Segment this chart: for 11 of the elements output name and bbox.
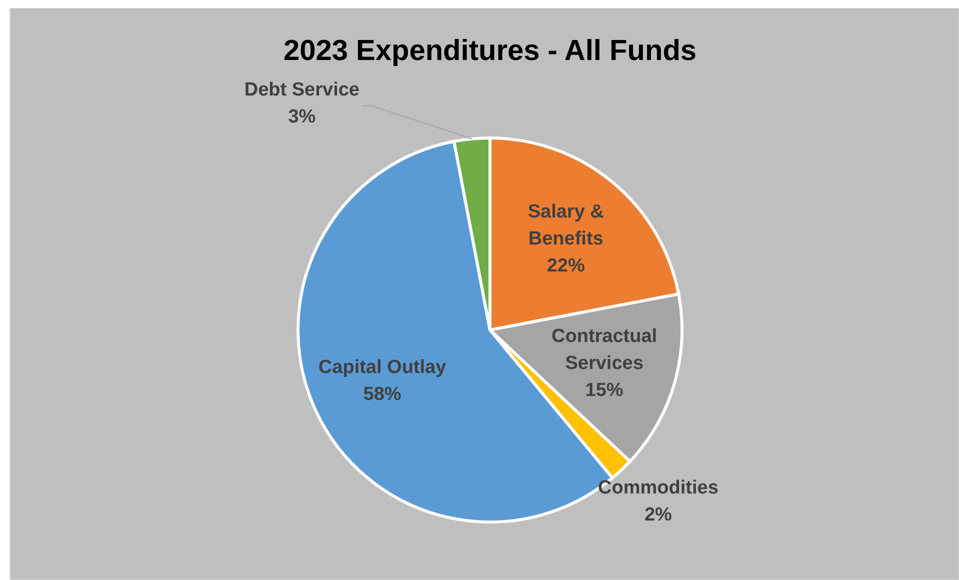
slice-label: Debt Service <box>244 79 360 100</box>
slice-label: Salary & Benefits <box>528 201 604 250</box>
slice-label: Commodities <box>598 477 718 498</box>
chart-title: 2023 Expenditures - All Funds <box>283 35 697 67</box>
data-label: 15% <box>585 380 624 402</box>
data-label: 22% <box>546 255 585 276</box>
slice-label: Capital Outlay <box>318 357 447 378</box>
data-label: 2% <box>644 504 672 526</box>
slice-label: Contractual Services <box>552 326 658 374</box>
data-label: 3% <box>288 106 316 128</box>
data-label: 58% <box>363 384 402 406</box>
